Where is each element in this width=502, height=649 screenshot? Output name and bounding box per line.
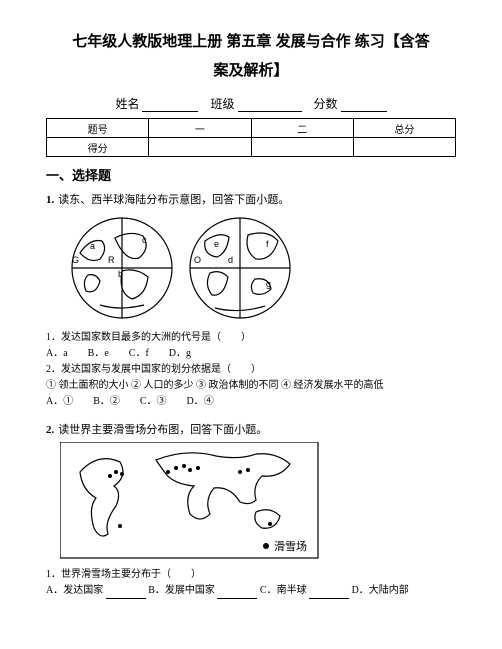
student-info-line: 姓名 班级 分数 xyxy=(46,95,456,112)
opt-blank xyxy=(309,586,349,599)
q1-sub1-text: 1．发达国家数目最多的大洲的代号是（ ） xyxy=(46,330,456,346)
th-num: 题号 xyxy=(47,119,149,138)
legend-label: 滑雪场 xyxy=(274,539,307,553)
q2-stem: 读世界主要滑雪场分布图，回答下面小题。 xyxy=(58,424,267,436)
map-label-e: e xyxy=(214,239,219,249)
map-label-G: G xyxy=(72,255,79,265)
q1-number: 1. xyxy=(46,194,54,206)
map-label-d: d xyxy=(228,255,233,265)
map-label-a: a xyxy=(90,241,95,251)
q1-figure: G R a b c O d e f g xyxy=(60,213,456,328)
q1-sub2-text: 2．发达国家与发展中国家的划分依据是（ ） xyxy=(46,362,456,378)
opt-blank xyxy=(106,586,146,599)
doc-title: 七年级人教版地理上册 第五章 发展与合作 练习【含答 案及解析】 xyxy=(46,28,456,85)
q1-sub1-opts: A．a B．e C．f D．g xyxy=(46,346,456,362)
name-blank xyxy=(142,99,198,112)
section-1-heading: 一、选择题 xyxy=(46,165,456,184)
score-label: 分数 xyxy=(314,97,338,111)
th-1: 一 xyxy=(149,119,251,138)
score-table: 题号 一 二 总分 得分 xyxy=(46,118,456,157)
q2-number: 2. xyxy=(46,424,54,436)
name-label: 姓名 xyxy=(115,97,139,111)
q1-sub2-opts: A．① B．② C．③ D．④ xyxy=(46,394,456,410)
map-label-g: g xyxy=(266,279,271,289)
q2-sub1-opts: A．发达国家 B．发展中国家 C．南半球 D．大陆内部 xyxy=(46,583,456,599)
q1-sub1: 1．发达国家数目最多的大洲的代号是（ ） A．a B．e C．f D．g 2．发… xyxy=(46,330,456,410)
cell-total xyxy=(353,138,455,157)
map-label-f: f xyxy=(266,239,269,249)
hemisphere-map-icon: G R a b c O d e f g xyxy=(60,213,310,323)
opt-blank xyxy=(217,586,257,599)
q1-stem: 读东、西半球海陆分布示意图，回答下面小题。 xyxy=(58,194,289,206)
class-label: 班级 xyxy=(210,97,234,111)
q2-opt-c: C．南半球 xyxy=(260,585,307,596)
table-row: 得分 xyxy=(47,138,456,157)
map-label-R: R xyxy=(108,255,115,265)
page: 七年级人教版地理上册 第五章 发展与合作 练习【含答 案及解析】 姓名 班级 分… xyxy=(0,0,502,649)
title-line-1: 七年级人教版地理上册 第五章 发展与合作 练习【含答 xyxy=(72,33,430,50)
q1-sub2-criteria: ① 领土面积的大小 ② 人口的多少 ③ 政治体制的不同 ④ 经济发展水平的高低 xyxy=(46,378,456,394)
table-row: 题号 一 二 总分 xyxy=(47,119,456,138)
map-label-b: b xyxy=(118,269,123,279)
th-2: 二 xyxy=(251,119,353,138)
row-label: 得分 xyxy=(47,138,149,157)
th-total: 总分 xyxy=(353,119,455,138)
q2-opt-d: D．大陆内部 xyxy=(352,585,409,596)
q2-opt-b: B．发展中国家 xyxy=(148,585,215,596)
q2-figure: 滑雪场 xyxy=(60,442,456,565)
question-2: 2. 读世界主要滑雪场分布图，回答下面小题。 滑雪场 xyxy=(46,420,456,600)
cell-1 xyxy=(149,138,251,157)
class-blank xyxy=(238,99,302,112)
q2-sub1: 1．世界滑雪场主要分布于（ ） A．发达国家 B．发展中国家 C．南半球 D．大… xyxy=(46,567,456,599)
score-blank xyxy=(341,99,387,112)
map-label-O: O xyxy=(194,255,201,265)
q2-sub1-text: 1．世界滑雪场主要分布于（ ） xyxy=(46,567,456,583)
title-line-2: 案及解析】 xyxy=(213,62,288,79)
world-map-icon: 滑雪场 xyxy=(60,442,320,560)
map-label-c: c xyxy=(142,235,147,245)
q2-opt-a: A．发达国家 xyxy=(46,585,103,596)
question-1: 1. 读东、西半球海陆分布示意图，回答下面小题。 G R a b c xyxy=(46,190,456,410)
cell-2 xyxy=(251,138,353,157)
